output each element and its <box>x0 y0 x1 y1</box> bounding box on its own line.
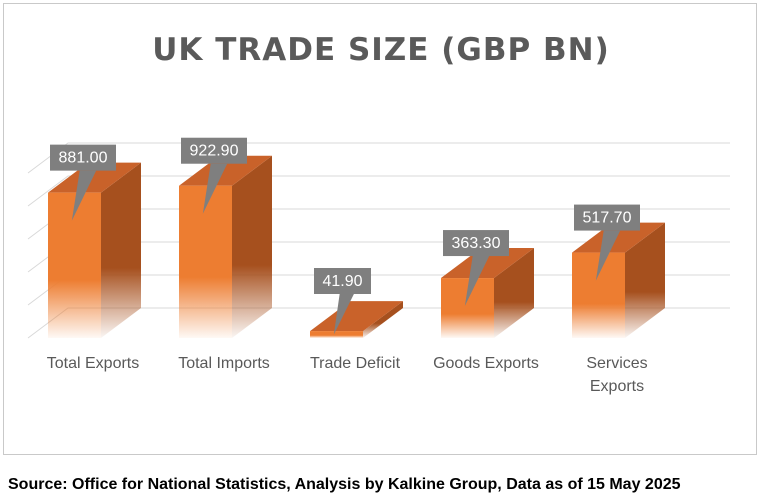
chart-title: UK TRADE SIZE (GBP BN) <box>152 32 610 68</box>
bar-goods-exports-side <box>494 248 534 338</box>
category-label-services-exports: Exports <box>590 378 644 395</box>
bar-trade-deficit-side <box>363 301 403 338</box>
data-label-goods-exports: 363.30 <box>452 235 501 252</box>
data-label-pointer <box>464 256 490 307</box>
bar-total-exports <box>48 192 101 338</box>
data-label-box <box>50 144 116 171</box>
bar-services-exports-top <box>572 222 665 253</box>
data-label-trade-deficit: 41.90 <box>322 273 362 290</box>
bar-total-imports-top <box>179 155 272 186</box>
bar-total-exports-side <box>101 162 141 338</box>
category-label-services-exports: Services <box>586 355 647 372</box>
data-label-pointer <box>333 294 354 335</box>
data-label-box <box>314 268 371 294</box>
category-label-goods-exports: Goods Exports <box>433 355 539 372</box>
source-note: Source: Office for National Statistics, … <box>8 476 681 493</box>
data-label-pointer <box>595 230 621 281</box>
bar-trade-deficit-top <box>310 301 403 332</box>
bar-chart-plot: 881.00 Total Exports 922.90 Total Imports 41… <box>27 137 730 395</box>
data-label-box <box>443 230 509 257</box>
bar-services-exports-side <box>625 222 665 338</box>
gridline <box>27 175 730 207</box>
data-label-total-imports: 922.90 <box>190 143 239 160</box>
bar-total-imports-side <box>232 155 272 338</box>
bar-total-exports-top <box>48 162 141 193</box>
bar-goods-exports-top <box>441 248 534 279</box>
gridline <box>27 142 730 174</box>
category-label-total-exports: Total Exports <box>47 355 139 372</box>
data-label-pointer <box>71 170 97 221</box>
data-label-pointer <box>202 163 228 214</box>
category-label-trade-deficit: Trade Deficit <box>310 355 401 372</box>
bar-trade-deficit <box>310 331 363 338</box>
bar-goods-exports <box>441 278 494 338</box>
data-label-services-exports: 517.70 <box>583 210 632 227</box>
bar-total-imports <box>179 185 232 338</box>
data-label-box <box>574 204 640 231</box>
data-label-box <box>181 137 247 164</box>
data-label-total-exports: 881.00 <box>59 150 108 167</box>
category-label-total-imports: Total Imports <box>178 355 270 372</box>
